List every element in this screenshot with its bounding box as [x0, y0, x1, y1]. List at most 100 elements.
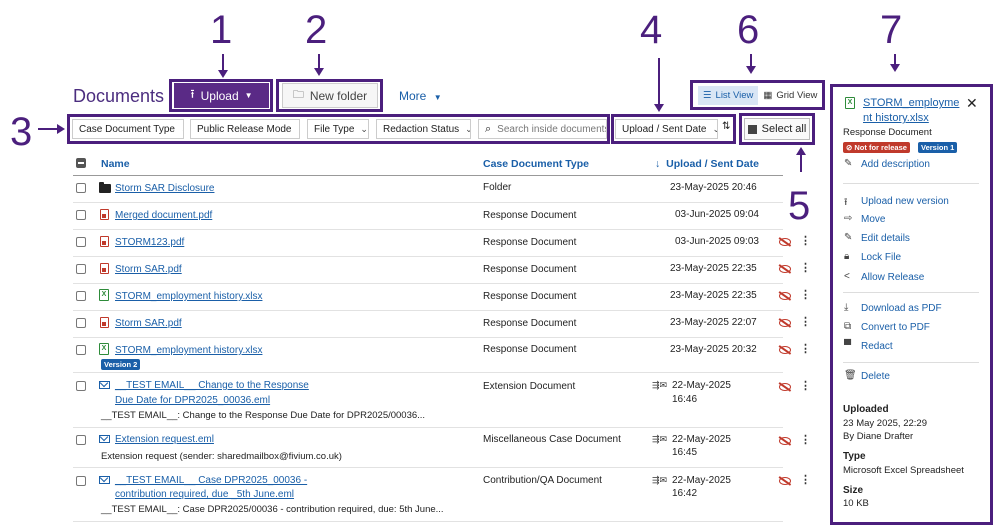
file-link[interactable]: Storm SAR Disclosure — [115, 183, 215, 194]
sent-date: 22-May-2025 — [672, 475, 731, 486]
row-checkbox[interactable] — [76, 237, 86, 247]
email-description: __TEST EMAIL__: Change to the Response D… — [101, 410, 426, 421]
file-link[interactable]: Merged document.pdf — [115, 210, 213, 221]
row-actions-kebab-icon[interactable]: ⋮ — [800, 262, 811, 274]
file-link[interactable]: Extension request.eml — [115, 434, 214, 445]
row-divider — [73, 372, 783, 373]
annotation-arrowhead-1 — [218, 70, 228, 78]
file-link[interactable]: STORM_employment history.xlsx — [115, 291, 263, 302]
minus-square-icon — [747, 124, 757, 134]
redaction-status-filter[interactable]: Redaction Status ⌄ — [376, 119, 471, 139]
list-view-button[interactable]: ☰ List View — [698, 86, 759, 105]
column-header-type[interactable]: Case Document Type — [483, 158, 589, 170]
document-type: Extension Document — [483, 381, 576, 392]
column-header-date[interactable]: ↓ Upload / Sent Date — [655, 158, 759, 170]
sent-time: 16:42 — [672, 488, 698, 499]
file-link-continued[interactable]: Due Date for DPR2025_00036.eml — [115, 395, 271, 406]
upload-new-version-link[interactable]: Upload new version — [861, 196, 949, 207]
row-divider — [73, 427, 783, 428]
row-checkbox[interactable] — [76, 183, 86, 193]
download-as-pdf-link[interactable]: Download as PDF — [861, 303, 942, 314]
public-release-mode-filter[interactable]: Public Release Mode ⌄ — [190, 119, 300, 139]
upload-date: 03-Jun-2025 09:04 — [675, 209, 759, 220]
sent-time: 16:46 — [672, 394, 698, 405]
filter-label: Redaction Status — [383, 123, 460, 135]
row-actions-kebab-icon[interactable]: ⋮ — [800, 289, 811, 301]
file-link[interactable]: STORM123.pdf — [115, 237, 185, 248]
add-description-link[interactable]: Add description — [861, 159, 930, 170]
row-actions-kebab-icon[interactable]: ⋮ — [800, 474, 811, 486]
row-checkbox[interactable] — [76, 318, 86, 328]
not-for-release-icon — [779, 292, 791, 300]
file-link[interactable]: Storm SAR.pdf — [115, 264, 182, 275]
email-icon — [99, 476, 110, 484]
lock-icon: 🔒︎ — [844, 251, 850, 262]
not-for-release-badge: ⊘ Not for release — [843, 142, 910, 153]
share-icon: < — [844, 271, 850, 282]
upload-date: 23-May-2025 20:46 — [670, 182, 757, 193]
pdf-icon — [100, 263, 109, 274]
move-link[interactable]: Move — [861, 214, 886, 225]
edit-details-link[interactable]: Edit details — [861, 233, 910, 244]
row-actions-kebab-icon[interactable]: ⋮ — [800, 235, 811, 247]
document-type: Response Document — [483, 210, 577, 221]
sort-dropdown[interactable]: Upload / Sent Date ⌄ — [615, 119, 718, 139]
row-checkbox[interactable] — [76, 345, 86, 355]
sort-direction-icon[interactable]: ⇅ — [722, 121, 731, 132]
row-actions-kebab-icon[interactable]: ⋮ — [800, 343, 811, 355]
row-actions-kebab-icon[interactable]: ⋮ — [800, 434, 811, 446]
panel-file-name[interactable]: STORM_employme nt history.xlsx — [863, 96, 963, 126]
file-link-continued[interactable]: contribution required, due _5th June.eml — [115, 489, 295, 500]
convert-to-pdf-link[interactable]: Convert to PDF — [861, 322, 930, 333]
header-checkbox[interactable] — [76, 158, 86, 168]
document-type: Response Document — [483, 291, 577, 302]
lock-file-link[interactable]: Lock File — [861, 252, 902, 263]
folder-icon — [99, 182, 111, 193]
allow-release-link[interactable]: Allow Release — [861, 272, 925, 283]
row-checkbox[interactable] — [76, 381, 86, 391]
new-folder-button[interactable]: 🗀 New folder — [282, 83, 378, 108]
search-input[interactable]: ⌕ Search inside documents — [478, 119, 607, 139]
uploaded-label: Uploaded — [843, 404, 889, 415]
chevron-down-icon: ⌄ — [360, 123, 368, 134]
filter-label: Public Release Mode — [197, 123, 292, 135]
new-folder-icon: 🗀 — [292, 89, 304, 101]
document-type: Response Document — [483, 344, 577, 355]
case-document-type-filter[interactable]: Case Document Type ⌄ — [72, 119, 184, 139]
uploaded-by: By Diane Drafter — [843, 431, 914, 442]
row-checkbox[interactable] — [76, 264, 86, 274]
version-badge: Version 1 — [918, 142, 958, 153]
upload-date: 23-May-2025 22:35 — [670, 263, 757, 274]
file-link[interactable]: __TEST EMAIL__ Change to the Response — [115, 380, 309, 391]
file-type-filter[interactable]: File Type ⌄ — [307, 119, 369, 139]
row-divider — [73, 256, 783, 257]
annotation-number-7: 7 — [880, 8, 903, 52]
annotation-arrow-1 — [222, 54, 224, 72]
row-divider — [73, 521, 783, 522]
row-checkbox[interactable] — [76, 476, 86, 486]
row-checkbox[interactable] — [76, 291, 86, 301]
annotation-box-filters — [67, 114, 610, 144]
annotation-box-details-panel — [830, 84, 993, 525]
row-actions-kebab-icon[interactable]: ⋮ — [800, 316, 811, 328]
redact-link[interactable]: Redact — [861, 341, 893, 352]
file-link[interactable]: STORM_employment history.xlsx — [115, 345, 263, 356]
not-for-release-icon — [779, 265, 791, 273]
close-icon[interactable]: ✕ — [966, 95, 978, 111]
delete-link[interactable]: Delete — [861, 371, 890, 382]
header-divider — [73, 175, 783, 176]
not-for-release-icon — [779, 383, 791, 391]
more-menu-button[interactable]: More ▼ — [399, 89, 442, 103]
file-link[interactable]: __TEST EMAIL__ Case DPR2025_00036 - — [115, 475, 308, 486]
upload-button[interactable]: ⭱ Upload ▼ — [174, 83, 269, 108]
email-icon — [99, 435, 110, 443]
file-link[interactable]: Storm SAR.pdf — [115, 318, 182, 329]
grid-view-button[interactable]: ▦ Grid View — [758, 86, 822, 105]
pdf-icon — [100, 236, 109, 247]
select-all-button[interactable]: Select all — [744, 118, 810, 140]
row-checkbox[interactable] — [76, 210, 86, 220]
row-actions-kebab-icon[interactable]: ⋮ — [800, 380, 811, 392]
column-header-name[interactable]: Name — [101, 158, 130, 170]
row-checkbox[interactable] — [76, 435, 86, 445]
annotation-number-1: 1 — [210, 8, 233, 52]
